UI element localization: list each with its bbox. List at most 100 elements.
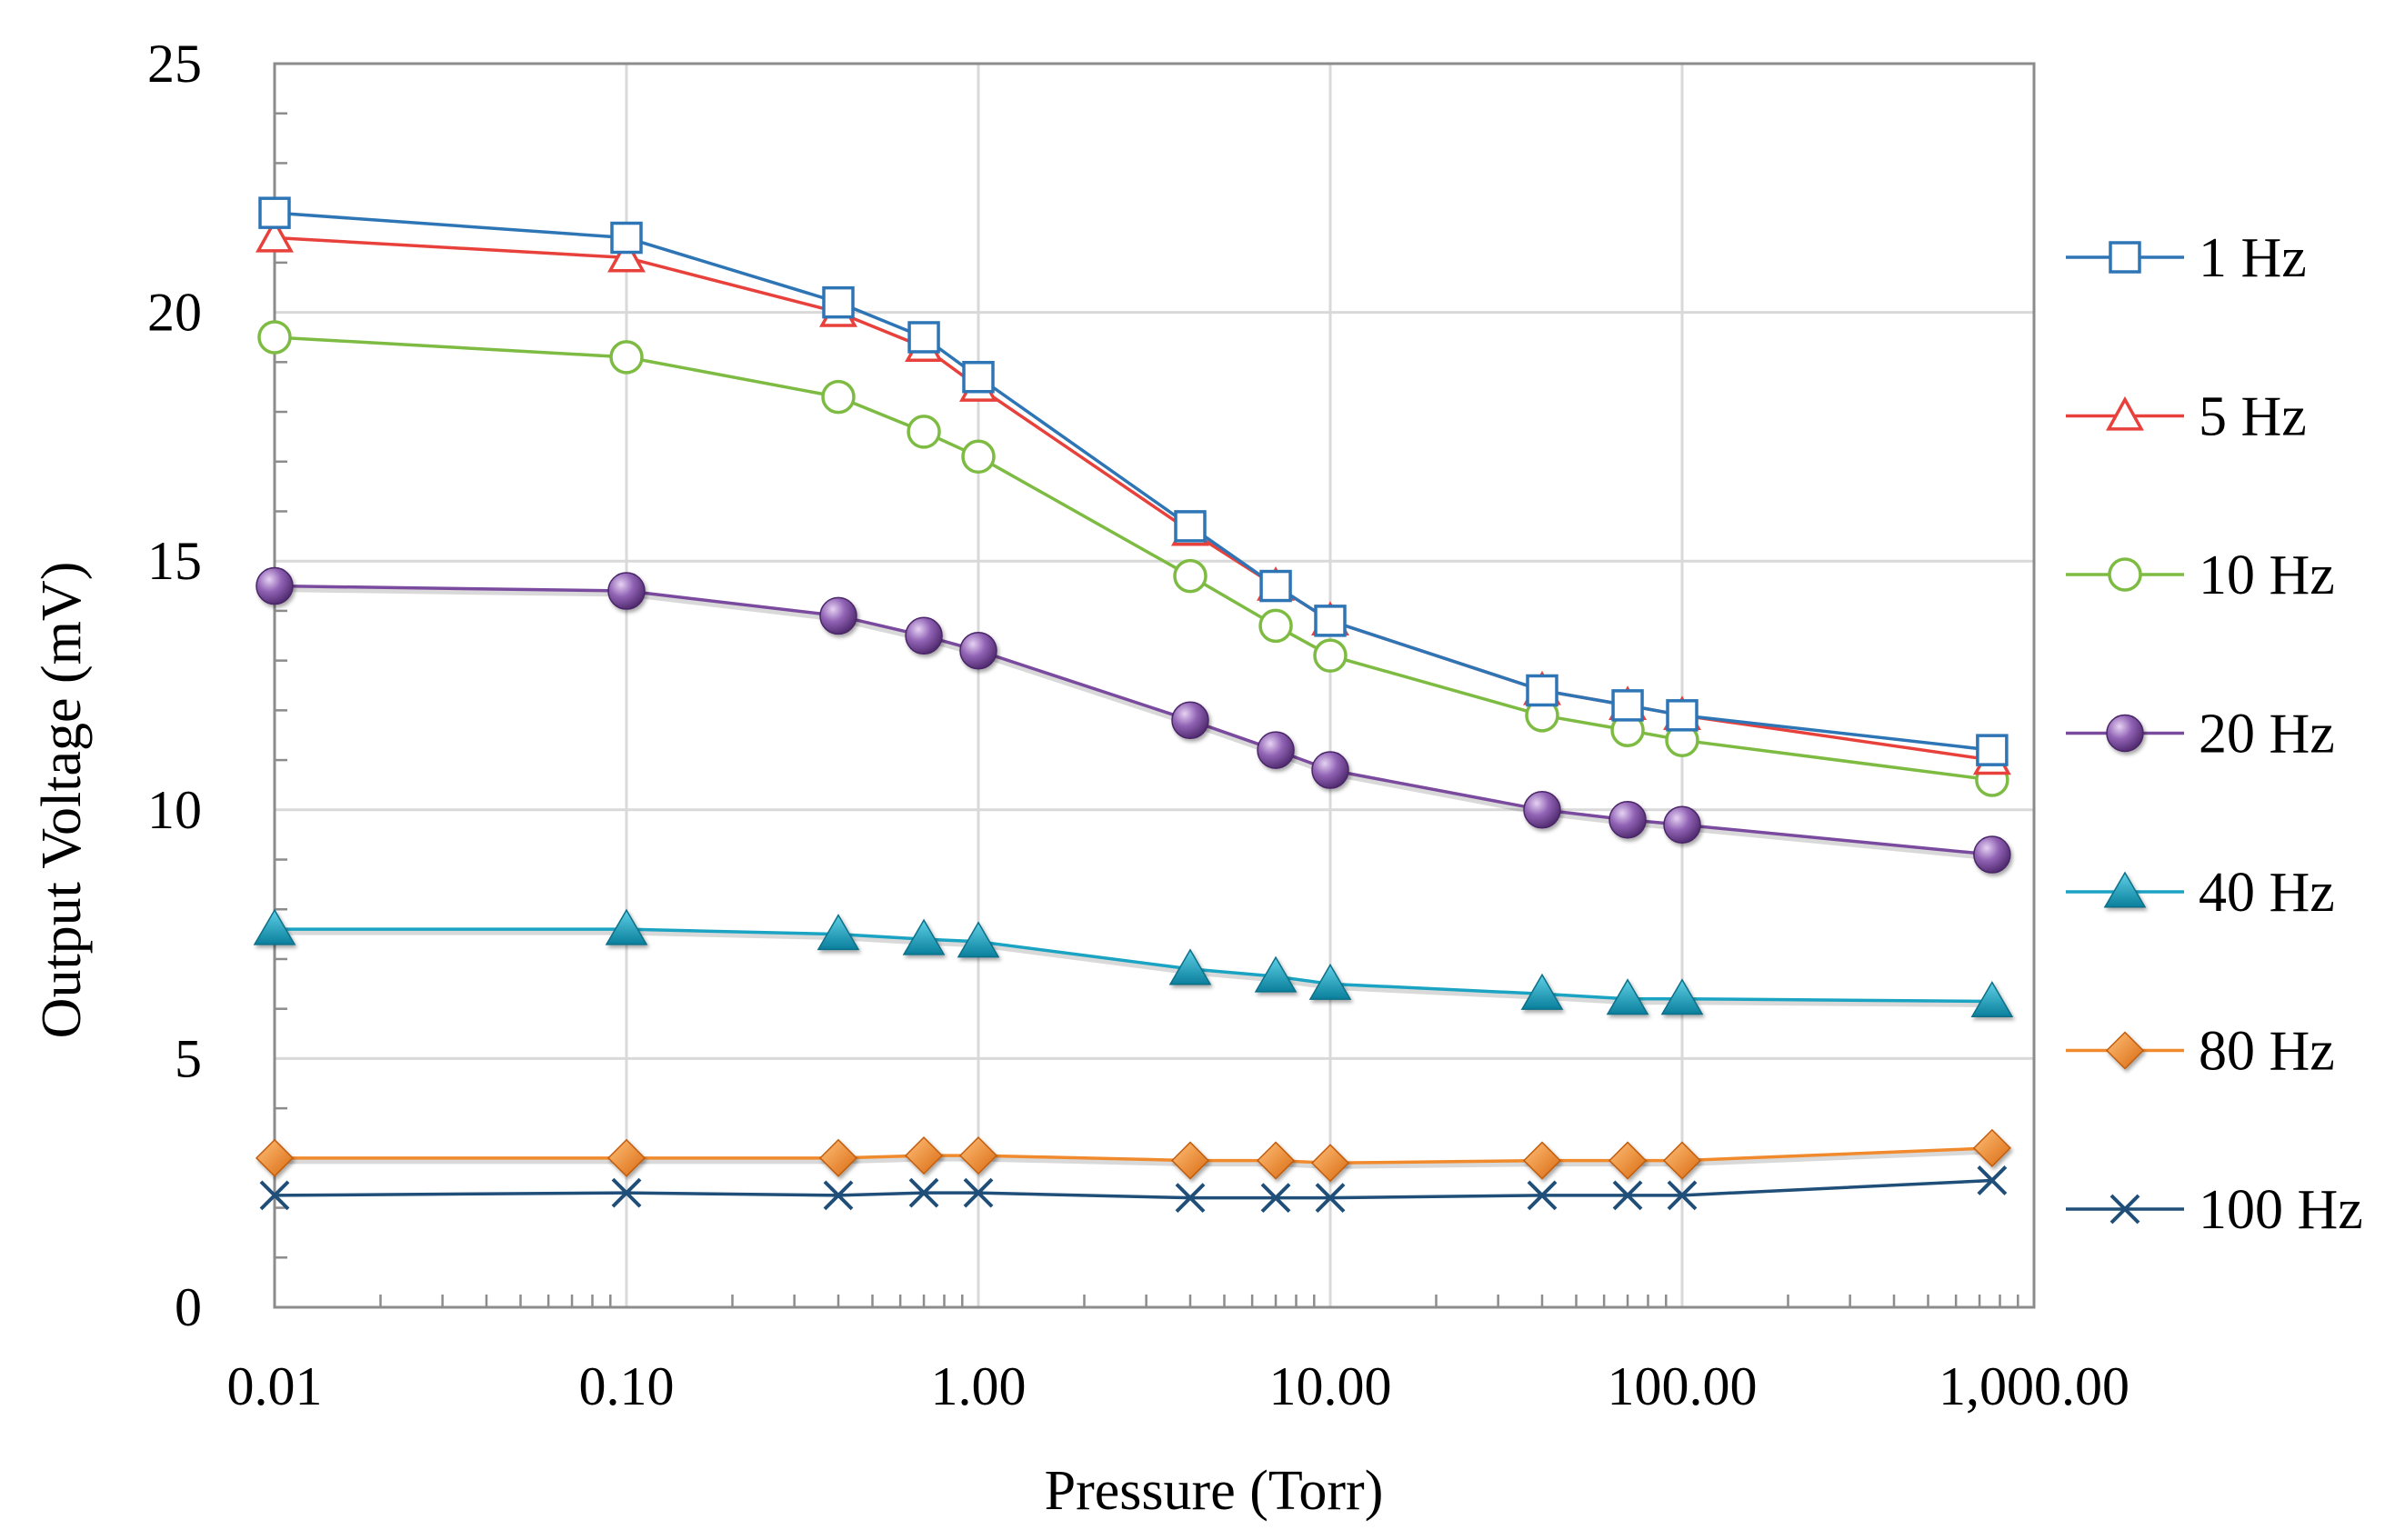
data-point xyxy=(1258,608,1293,644)
data-point xyxy=(1662,1141,1702,1180)
legend-item-5hz: 5 Hz xyxy=(2066,386,2307,448)
legend-item-10hz: 10 Hz xyxy=(2066,545,2335,606)
data-point xyxy=(1973,835,2011,874)
data-point xyxy=(253,908,296,945)
data-point xyxy=(1175,1183,1206,1214)
legend-item-20hz: 20 Hz xyxy=(2066,704,2335,765)
x-tick-label: 10.00 xyxy=(1269,1356,1392,1416)
x-axis-title: Pressure (Torr) xyxy=(1045,1460,1384,1522)
data-point xyxy=(1612,1180,1643,1211)
data-point xyxy=(1311,751,1349,789)
data-point xyxy=(1977,1165,2008,1195)
series-5hz xyxy=(256,217,2011,775)
data-point xyxy=(1173,558,1208,594)
series-line xyxy=(274,1178,1992,1200)
data-point xyxy=(902,918,946,955)
series-1hz xyxy=(258,196,2009,766)
data-point xyxy=(961,439,996,475)
legend: 1 Hz 5 Hz 10 Hz 20 Hz 40 Hz 80 Hz 100 Hz xyxy=(2066,227,2363,1241)
data-point xyxy=(1667,1180,1698,1211)
series-line-shadow xyxy=(275,930,1992,1007)
data-point xyxy=(1254,955,1298,993)
data-point xyxy=(908,1177,939,1208)
data-point xyxy=(959,631,997,670)
data-point xyxy=(817,914,860,951)
data-point xyxy=(1976,734,2009,766)
data-point xyxy=(1527,1180,1558,1211)
legend-label: 1 Hz xyxy=(2199,227,2307,289)
data-point xyxy=(258,196,291,229)
y-tick-label: 15 xyxy=(147,531,202,591)
data-point xyxy=(1168,948,1212,985)
data-point xyxy=(1606,978,1649,1015)
data-point xyxy=(1522,1141,1562,1180)
data-point xyxy=(818,1138,858,1177)
data-point xyxy=(962,360,995,394)
data-point xyxy=(1523,791,1561,829)
y-tick-label: 20 xyxy=(147,283,202,343)
data-point xyxy=(607,237,646,273)
x-tick-label: 1,000.00 xyxy=(1939,1356,2129,1416)
data-point xyxy=(1256,1141,1296,1180)
data-point xyxy=(610,221,643,255)
series-80hz xyxy=(255,1128,2011,1183)
data-point xyxy=(1970,980,2014,1018)
legend-marker xyxy=(2103,871,2147,908)
data-point xyxy=(256,566,294,605)
data-point xyxy=(1314,605,1347,637)
legend-label: 10 Hz xyxy=(2199,545,2335,606)
data-point xyxy=(821,379,856,415)
x-tick-label: 0.10 xyxy=(579,1356,675,1416)
data-point xyxy=(1174,510,1207,543)
data-point xyxy=(611,1177,642,1208)
legend-label: 20 Hz xyxy=(2199,704,2335,765)
y-tick-label: 5 xyxy=(175,1028,202,1088)
data-point xyxy=(1259,569,1292,603)
legend-label: 5 Hz xyxy=(2199,386,2307,448)
legend-label: 80 Hz xyxy=(2199,1021,2335,1083)
legend-label: 100 Hz xyxy=(2199,1179,2363,1241)
y-axis-title: Output Voltage (mV) xyxy=(31,562,93,1039)
data-point xyxy=(1310,1144,1350,1183)
series-layer xyxy=(253,196,2014,1214)
data-point xyxy=(1171,701,1209,740)
series-100hz xyxy=(259,1165,2008,1214)
legend-marker xyxy=(2106,714,2144,753)
data-point xyxy=(907,321,940,354)
data-point xyxy=(1611,689,1644,722)
data-point xyxy=(257,320,292,355)
legend-marker xyxy=(2108,557,2142,592)
series-10hz xyxy=(257,320,2009,797)
data-point xyxy=(1308,963,1352,1000)
data-point xyxy=(904,1136,944,1175)
data-point xyxy=(256,217,294,253)
data-point xyxy=(1520,973,1564,1010)
data-point xyxy=(255,1138,295,1177)
data-point xyxy=(819,596,857,635)
data-point xyxy=(1260,1183,1291,1214)
data-point xyxy=(1608,1141,1648,1180)
data-point xyxy=(823,1180,854,1211)
data-point xyxy=(1315,1183,1346,1214)
legend-marker xyxy=(2109,241,2141,274)
data-point xyxy=(259,1180,290,1211)
legend-marker xyxy=(2106,395,2144,431)
data-point xyxy=(907,415,941,449)
legend-item-40hz: 40 Hz xyxy=(2066,862,2335,924)
data-point xyxy=(605,908,648,945)
data-point xyxy=(1666,699,1699,732)
legend-marker xyxy=(2105,1031,2145,1070)
data-point xyxy=(1608,800,1647,839)
data-point xyxy=(1313,638,1348,673)
y-tick-label: 25 xyxy=(147,34,202,94)
data-point xyxy=(1526,674,1558,707)
data-point xyxy=(606,1138,646,1177)
series-line xyxy=(274,235,1993,762)
legend-item-1hz: 1 Hz xyxy=(2066,227,2307,289)
x-tick-label: 100.00 xyxy=(1608,1356,1758,1416)
y-tick-label: 0 xyxy=(175,1277,202,1337)
data-point xyxy=(958,1136,998,1175)
legend-marker xyxy=(2109,1194,2140,1225)
x-tick-label: 1.00 xyxy=(931,1356,1027,1416)
legend-label: 40 Hz xyxy=(2199,862,2335,924)
